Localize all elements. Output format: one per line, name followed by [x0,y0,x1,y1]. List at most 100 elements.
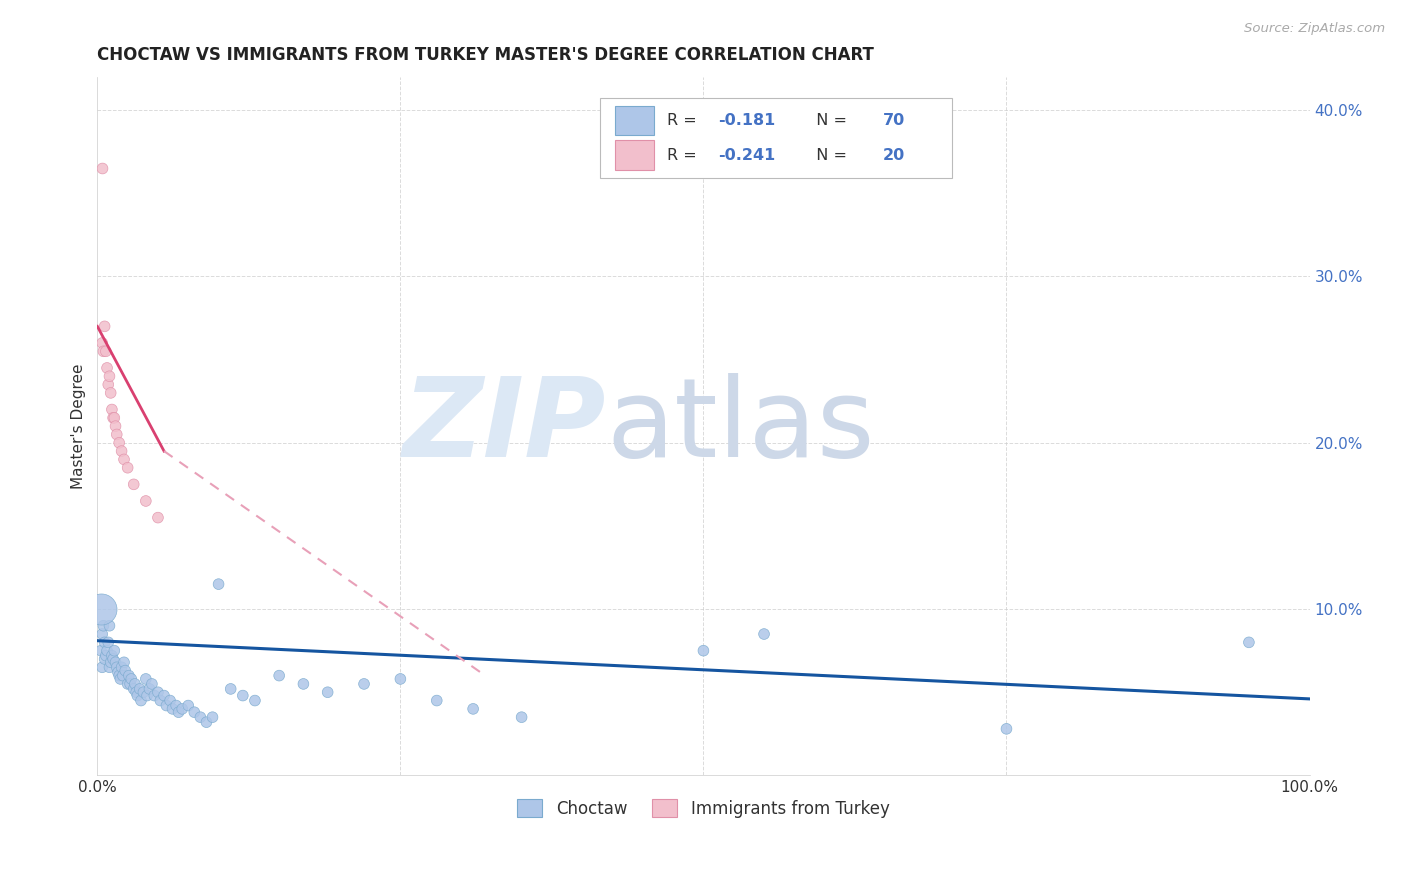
Point [112,452,135,467]
Point [149,693,172,707]
Point [127,689,149,703]
Point [93,344,115,359]
Point [138,681,160,696]
Point [510,710,533,724]
Point [183,705,205,719]
Point [93,635,115,649]
Point [108,668,131,682]
Point [105,427,128,442]
Text: R =: R = [666,147,702,162]
Text: ZIP: ZIP [404,373,606,480]
Point [172,702,194,716]
Point [165,698,187,713]
Point [122,681,145,696]
Point [162,702,184,716]
Point [120,677,142,691]
Point [103,410,125,425]
Point [167,705,190,719]
Point [97,635,120,649]
Text: atlas: atlas [606,373,875,480]
Point [269,668,291,682]
Point [190,710,212,724]
Point [101,410,124,425]
Legend: Choctaw, Immigrants from Turkey: Choctaw, Immigrants from Turkey [510,793,896,824]
Point [316,685,339,699]
Point [111,668,134,682]
Point [104,655,127,669]
Point [110,672,132,686]
Point [117,677,139,691]
Point [135,672,157,686]
Point [104,419,127,434]
Point [243,693,266,707]
Point [110,660,132,674]
Point [100,655,122,669]
Point [118,668,141,682]
Point [129,693,152,707]
Point [98,660,121,674]
Point [91,336,114,351]
Point [463,702,485,716]
Point [389,672,412,686]
Point [1237,635,1260,649]
Point [120,672,142,686]
Point [93,618,115,632]
Point [136,689,159,703]
Point [101,402,124,417]
FancyBboxPatch shape [614,140,654,169]
Text: CHOCTAW VS IMMIGRANTS FROM TURKEY MASTER'S DEGREE CORRELATION CHART: CHOCTAW VS IMMIGRANTS FROM TURKEY MASTER… [97,46,875,64]
Point [91,161,114,176]
Point [122,477,145,491]
Point [995,722,1018,736]
Point [90,602,112,616]
Point [108,435,131,450]
Point [117,460,139,475]
Point [692,643,714,657]
Text: N =: N = [807,112,852,128]
Point [141,677,163,691]
Point [125,685,148,699]
Point [107,665,129,680]
Point [114,664,136,678]
Point [128,681,150,696]
Text: R =: R = [666,112,702,128]
Point [143,689,166,703]
Point [153,689,176,703]
Point [201,710,224,724]
Y-axis label: Master's Degree: Master's Degree [72,363,86,489]
Point [103,643,125,657]
Point [207,577,229,591]
Point [159,693,181,707]
Point [98,618,121,632]
Point [132,685,155,699]
Point [91,627,114,641]
Point [124,677,146,691]
Point [96,360,118,375]
Text: 20: 20 [883,147,905,162]
Point [101,652,124,666]
Point [101,648,124,663]
Point [93,652,115,666]
Point [94,344,117,359]
Point [146,685,169,699]
Point [110,444,132,458]
Point [426,693,449,707]
FancyBboxPatch shape [600,98,952,178]
Point [94,648,117,663]
Point [135,494,157,508]
Point [97,377,120,392]
Text: -0.181: -0.181 [718,112,775,128]
Point [146,510,169,524]
Text: -0.241: -0.241 [718,147,775,162]
Point [100,385,122,400]
Point [232,689,254,703]
Point [90,643,112,657]
Point [98,369,121,384]
FancyBboxPatch shape [614,105,654,135]
Point [752,627,775,641]
Point [93,319,115,334]
Point [177,698,200,713]
Point [96,643,118,657]
Point [195,715,218,730]
Text: Source: ZipAtlas.com: Source: ZipAtlas.com [1244,22,1385,36]
